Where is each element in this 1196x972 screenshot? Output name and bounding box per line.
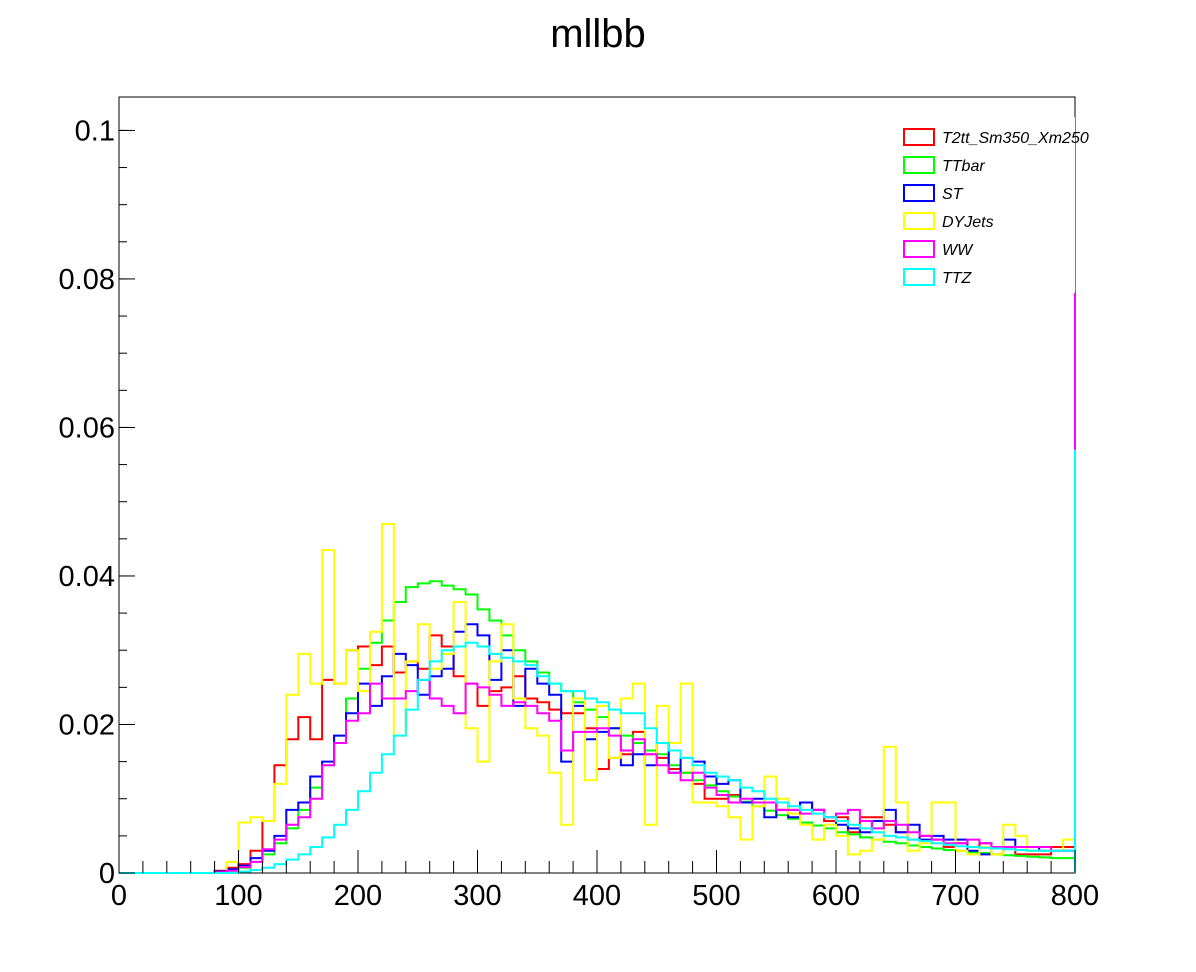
legend-swatch-3	[903, 212, 935, 230]
legend-box	[897, 117, 1075, 293]
legend-label-2: ST	[942, 186, 964, 203]
x-axis: 0 100 200 300 400 500 600 700 800	[111, 850, 1099, 912]
x-tick-label: 500	[692, 880, 740, 912]
y-axis: 0 0.02 0.04 0.06 0.08 0.1	[59, 115, 135, 890]
legend-label-3: DYJets	[942, 214, 994, 231]
y-tick-label: 0	[99, 858, 115, 890]
legend-swatch-5	[903, 268, 935, 286]
legend-swatch-0	[903, 128, 935, 146]
series-line-3	[119, 523, 1076, 874]
legend-swatch-4	[903, 240, 935, 258]
x-tick-label: 800	[1051, 880, 1099, 912]
series-line-5	[119, 449, 1076, 874]
x-tick-label: 700	[931, 880, 979, 912]
x-tick-label: 600	[812, 880, 860, 912]
x-tick-label: 200	[334, 880, 382, 912]
x-tick-label: 0	[111, 880, 127, 912]
series-line-4	[119, 290, 1076, 874]
legend-label-4: WW	[942, 242, 974, 259]
series-layer	[119, 290, 1076, 874]
x-tick-label: 300	[453, 880, 501, 912]
y-tick-label: 0.08	[59, 264, 115, 296]
x-tick-label: 100	[214, 880, 262, 912]
chart-title: mllbb	[550, 12, 646, 56]
legend-label-1: TTbar	[942, 158, 985, 175]
series-line-2	[119, 371, 1076, 874]
x-tick-label: 400	[573, 880, 621, 912]
y-tick-label: 0.04	[59, 561, 115, 593]
legend-swatch-1	[903, 156, 935, 174]
legend: T2tt_Sm350_Xm250 TTbar ST DYJets WW TTZ	[897, 117, 1089, 293]
y-tick-label: 0.02	[59, 709, 115, 741]
legend-label-0: T2tt_Sm350_Xm250	[942, 130, 1089, 147]
legend-swatch-2	[903, 184, 935, 202]
y-tick-label: 0.06	[59, 412, 115, 444]
y-tick-label: 0.1	[75, 115, 115, 147]
legend-label-5: TTZ	[942, 270, 973, 287]
